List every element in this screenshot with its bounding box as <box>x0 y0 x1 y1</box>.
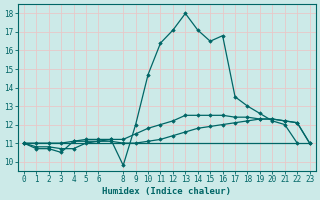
X-axis label: Humidex (Indice chaleur): Humidex (Indice chaleur) <box>102 187 231 196</box>
